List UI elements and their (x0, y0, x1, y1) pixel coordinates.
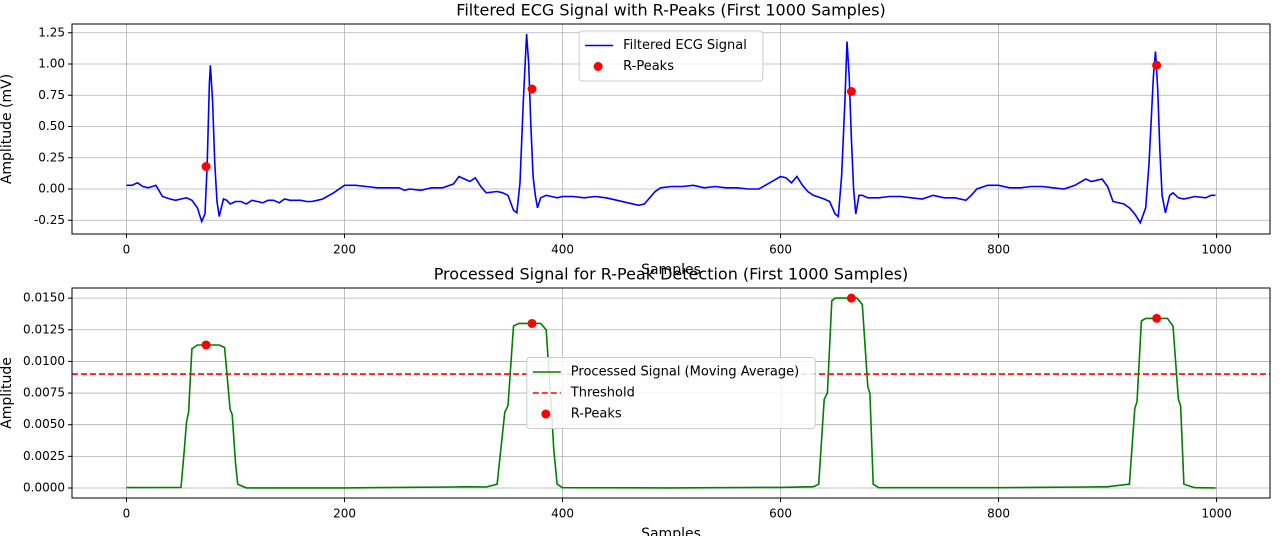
legend-label: R-Peaks (571, 407, 622, 422)
y-tick-label: 0.0000 (23, 481, 65, 495)
x-tick-label: 600 (769, 507, 792, 521)
x-axis-label: Samples (641, 526, 701, 536)
peak-marker (201, 162, 211, 171)
y-tick-label: 0.50 (38, 119, 65, 133)
y-axis-label: Amplitude (0, 357, 15, 429)
x-tick-label: 200 (333, 243, 356, 257)
legend-label: Filtered ECG Signal (623, 38, 747, 53)
x-tick-label: 600 (769, 243, 792, 257)
legend-swatch (541, 409, 551, 419)
x-tick-label: 200 (333, 507, 356, 521)
y-tick-label: 0.75 (38, 88, 65, 102)
y-tick-label: 0.00 (38, 182, 65, 196)
x-tick-label: 400 (551, 243, 574, 257)
peak-marker (846, 87, 856, 96)
axes-frame (71, 287, 1271, 499)
x-tick-label: 1000 (1201, 507, 1232, 521)
y-tick-label: 0.25 (38, 150, 65, 164)
y-tick-label: 1.25 (38, 25, 65, 39)
x-tick-label: 1000 (1201, 243, 1232, 257)
x-axis-label: Samples (641, 262, 701, 278)
y-tick-label: 0.0025 (23, 449, 65, 463)
peak-marker (1152, 313, 1162, 323)
legend-box (578, 30, 764, 82)
y-tick-label: 1.00 (38, 57, 65, 71)
legend-swatch (593, 62, 603, 71)
y-axis-label: Amplitude (mV) (0, 74, 15, 184)
x-tick-label: 800 (987, 507, 1010, 521)
peak-marker (527, 84, 537, 94)
peak-marker (1152, 60, 1162, 70)
legend-label: R-Peaks (623, 59, 674, 74)
y-tick-label: 0.0075 (23, 386, 65, 400)
signal-line (126, 33, 1216, 225)
x-tick-label: 0 (123, 507, 131, 521)
y-tick-label: 0.0050 (23, 417, 65, 431)
y-tick-label: 0.0125 (23, 322, 65, 336)
y-tick-label: -0.25 (34, 213, 65, 227)
axes-frame (71, 23, 1271, 235)
x-tick-label: 0 (123, 243, 131, 257)
y-tick-label: 0.0150 (23, 291, 65, 305)
peak-marker (527, 318, 537, 328)
chart-title: Processed Signal for R-Peak Detection (F… (434, 265, 909, 284)
y-tick-label: 0.0100 (23, 354, 65, 368)
chart-title: Filtered ECG Signal with R-Peaks (First … (456, 1, 885, 20)
x-tick-label: 800 (987, 243, 1010, 257)
peak-marker (846, 293, 856, 303)
legend-label: Processed Signal (Moving Average) (571, 365, 799, 380)
legend-box (526, 357, 816, 429)
legend-label: Threshold (570, 386, 635, 401)
x-tick-label: 400 (551, 507, 574, 521)
legend: Filtered ECG Signal R-Peaks (578, 30, 764, 82)
peak-marker (201, 340, 211, 350)
signal-line (126, 297, 1216, 489)
legend: Processed Signal (Moving Average) Thresho… (526, 357, 816, 429)
